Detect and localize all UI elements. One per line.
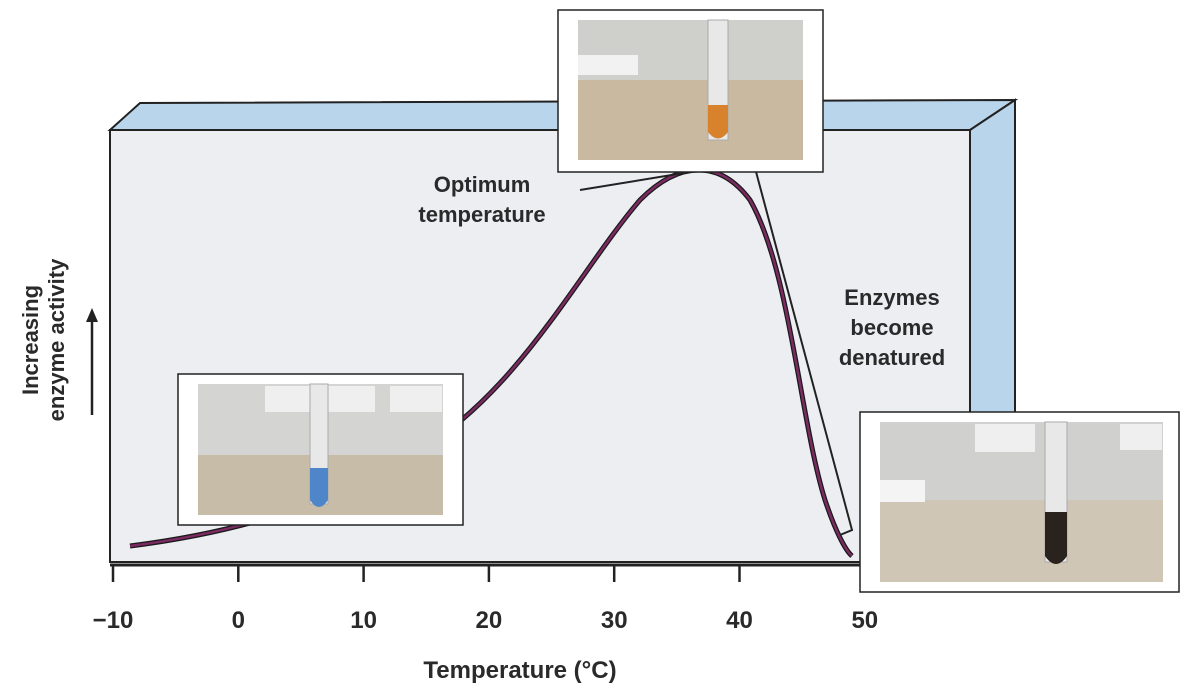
- x-tick-label: −10: [93, 607, 134, 634]
- photo-shelf: [578, 55, 638, 75]
- x-tick-label: 10: [350, 607, 377, 634]
- x-tick-label: 50: [851, 607, 878, 634]
- denatured-label: become: [850, 315, 933, 340]
- x-tick-label: 0: [232, 607, 245, 634]
- photo-orange: [557, 9, 824, 173]
- y-axis-label-line: enzyme activity: [44, 258, 69, 421]
- denatured-label: denatured: [839, 345, 945, 370]
- photo-blue: [177, 373, 464, 526]
- x-tick-label: 30: [601, 607, 628, 634]
- x-axis-label: Temperature (°C): [423, 657, 616, 684]
- test-tube-liquid: [310, 468, 328, 507]
- photo-dark: [859, 411, 1180, 593]
- y-axis-label-line: Increasing: [18, 285, 43, 395]
- photo-poster: [390, 386, 442, 412]
- optimum-label: temperature: [418, 202, 545, 227]
- optimum-label: Optimum: [434, 172, 531, 197]
- photo-table: [880, 500, 1163, 582]
- y-axis-label: Increasing enzyme activity: [18, 258, 69, 421]
- denatured-label: Enzymes: [844, 285, 939, 310]
- photo-poster: [975, 424, 1035, 452]
- test-tube-liquid: [1045, 512, 1067, 564]
- x-tick-label: 40: [726, 607, 753, 634]
- photo-poster: [1120, 424, 1162, 450]
- optimum-pointer: [579, 171, 691, 191]
- x-ticks: −10 0 10 20 30 40 50: [93, 565, 878, 634]
- test-tube-liquid: [708, 105, 728, 139]
- photo-table: [578, 80, 803, 160]
- denatured-bracket: [754, 167, 854, 536]
- y-arrowhead: [86, 308, 98, 322]
- x-tick-label: 20: [476, 607, 503, 634]
- photo-shelf: [880, 480, 925, 502]
